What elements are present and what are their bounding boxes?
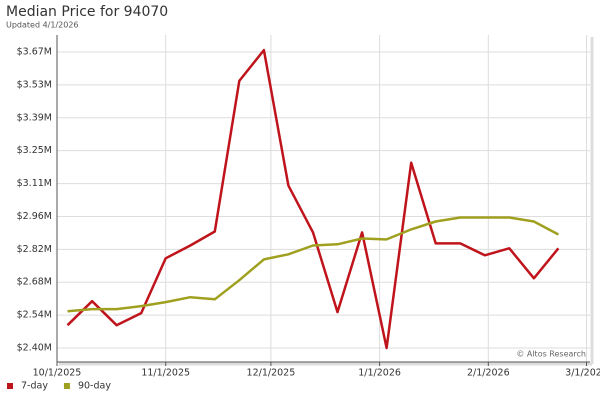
y-tick-label: $3.67M — [17, 47, 52, 58]
y-tick-label: $3.11M — [17, 178, 52, 189]
legend-swatch — [63, 383, 70, 389]
y-tick-label: $3.39M — [17, 112, 52, 123]
chart-title: Median Price for 94070 — [6, 4, 168, 20]
x-tick-label: 12/1/2025 — [247, 368, 296, 379]
x-tick-label: 3/1/2026 — [565, 368, 600, 379]
line-series — [66, 48, 560, 350]
y-tick-label: $2.40M — [17, 343, 52, 354]
x-tick-label: 1/1/2026 — [358, 368, 401, 379]
y-tick-label: $3.25M — [17, 145, 52, 156]
chart-subtitle: Updated 4/1/2026 — [6, 21, 79, 30]
y-tick-label: $2.54M — [17, 310, 52, 321]
watermark: © Altos Research — [516, 350, 586, 359]
x-tick-label: 10/1/2025 — [33, 368, 82, 379]
legend-swatch — [7, 383, 13, 389]
legend-label: 7-day — [21, 381, 48, 392]
y-tick-label: $2.82M — [17, 244, 52, 255]
line-series — [67, 216, 559, 313]
legend-label: 90-day — [78, 381, 111, 392]
plot-area — [57, 35, 590, 362]
x-tick-label: 11/1/2025 — [141, 368, 190, 379]
y-tick-label: $2.96M — [17, 211, 52, 222]
y-tick-label: $3.53M — [17, 79, 52, 90]
x-tick-label: 2/1/2026 — [467, 368, 510, 379]
y-tick-label: $2.68M — [17, 277, 52, 288]
